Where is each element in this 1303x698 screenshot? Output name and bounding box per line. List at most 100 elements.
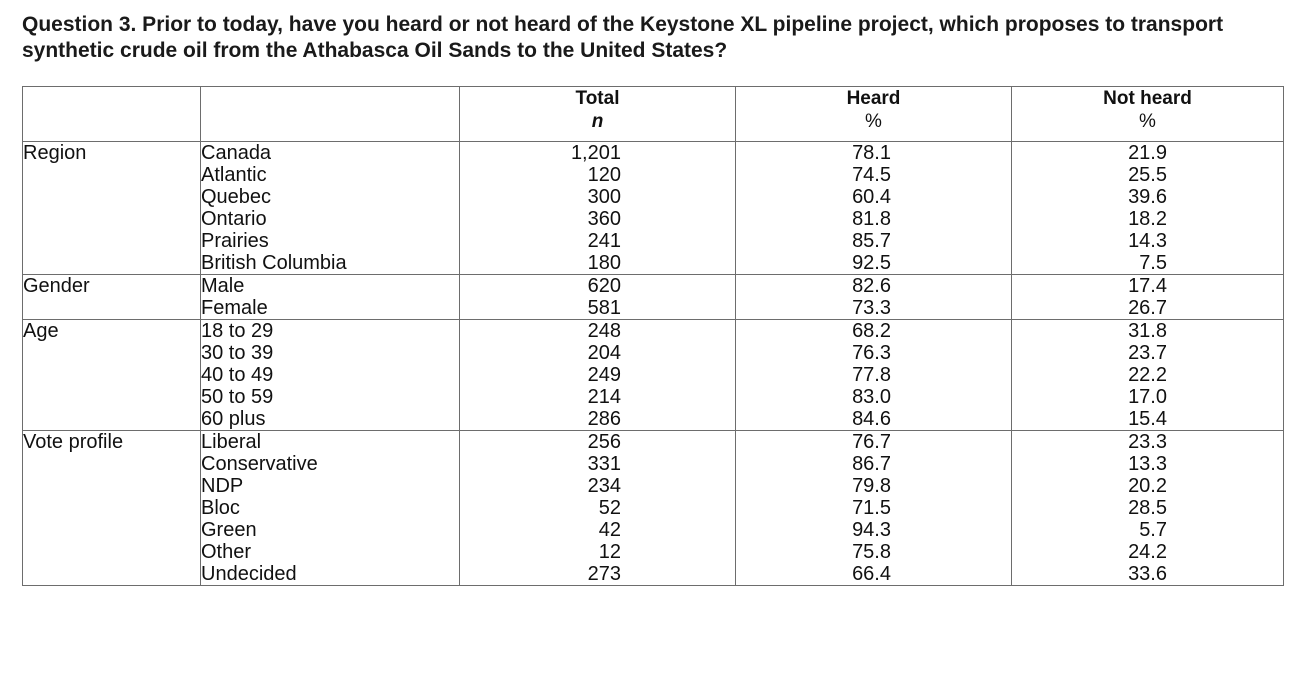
row-label: Prairies: [201, 230, 269, 252]
total-value: 241: [587, 230, 621, 252]
heard-value: 66.4: [852, 563, 891, 585]
heard-value: 92.5: [852, 252, 891, 274]
header-empty-category: [22, 86, 201, 142]
total-value-cell: 248 204 249 214 286: [459, 319, 736, 431]
not-heard-value: 5.7: [1139, 519, 1167, 541]
heard-value: 86.7: [852, 453, 891, 475]
heard-value-cell: 82.6 73.3: [735, 274, 1012, 320]
category-cell: Gender: [22, 274, 201, 320]
category-label: Gender: [23, 275, 90, 297]
header-not-heard: Not heard %: [1011, 86, 1284, 142]
not-heard-value-cell: 31.8 23.7 22.2 17.0 15.4: [1011, 319, 1284, 431]
total-value: 249: [587, 364, 621, 386]
question-title: Question 3. Prior to today, have you hea…: [22, 13, 1224, 62]
heard-value: 68.2: [852, 320, 891, 342]
total-value: 214: [587, 386, 621, 408]
heard-value: 84.6: [852, 408, 891, 430]
not-heard-value-cell: 23.3 13.3 20.2 28.5 5.7 24.2 33.6: [1011, 430, 1284, 586]
heard-value: 79.8: [852, 475, 891, 497]
heard-value: 82.6: [852, 275, 891, 297]
heard-value: 77.8: [852, 364, 891, 386]
not-heard-value: 17.4: [1128, 275, 1167, 297]
heard-value: 76.3: [852, 342, 891, 364]
total-value: 256: [587, 431, 621, 453]
heard-value: 78.1: [852, 142, 891, 164]
row-label: British Columbia: [201, 252, 347, 274]
not-heard-value: 28.5: [1128, 497, 1167, 519]
heard-value-cell: 68.2 76.3 77.8 83.0 84.6: [735, 319, 1012, 431]
table-row: Gender Male Female 620 581 82.6 73.3 17.4 26.7: [22, 274, 1284, 320]
table-body: Region Canada Atlantic Quebec Ontario Prairie…: [22, 141, 1284, 586]
not-heard-value: 7.5: [1139, 252, 1167, 274]
category-label: Region: [23, 142, 87, 164]
row-label: Undecided: [201, 563, 297, 585]
not-heard-value: 39.6: [1128, 186, 1167, 208]
not-heard-value: 23.3: [1128, 431, 1167, 453]
total-value: 234: [587, 475, 621, 497]
not-heard-value: 31.8: [1128, 320, 1167, 342]
row-label: Female: [201, 297, 268, 319]
header-heard-unit: %: [865, 111, 882, 132]
total-value: 331: [587, 453, 621, 475]
survey-results-table: Total n Heard % Not heard % Region Canada…: [22, 86, 1284, 586]
total-value: 581: [587, 297, 621, 319]
total-value: 120: [587, 164, 621, 186]
row-label-cell: Liberal Conservative NDP Bloc Green Other Unde…: [200, 430, 460, 586]
not-heard-value: 25.5: [1128, 164, 1167, 186]
table-row: Region Canada Atlantic Quebec Ontario Prairie…: [22, 141, 1284, 275]
row-label: Ontario: [201, 208, 267, 230]
row-label: Bloc: [201, 497, 240, 519]
header-total: Total n: [459, 86, 736, 142]
row-label: 30 to 39: [201, 342, 274, 364]
total-value: 286: [587, 408, 621, 430]
row-label: 40 to 49: [201, 364, 274, 386]
heard-value: 73.3: [852, 297, 891, 319]
category-cell: Region: [22, 141, 201, 275]
heard-value: 75.8: [852, 541, 891, 563]
total-value: 204: [587, 342, 621, 364]
not-heard-value-cell: 17.4 26.7: [1011, 274, 1284, 320]
not-heard-value: 21.9: [1128, 142, 1167, 164]
not-heard-value: 13.3: [1128, 453, 1167, 475]
row-label: Other: [201, 541, 252, 563]
row-label: Liberal: [201, 431, 262, 453]
heard-value: 94.3: [852, 519, 891, 541]
total-value: 52: [598, 497, 621, 519]
heard-value: 71.5: [852, 497, 891, 519]
table-row: Vote profile Liberal Conservative NDP Bloc Gr…: [22, 430, 1284, 586]
row-label-cell: 18 to 29 30 to 39 40 to 49 50 to 59 60 plus: [200, 319, 460, 431]
total-value: 300: [587, 186, 621, 208]
not-heard-value: 24.2: [1128, 541, 1167, 563]
heard-value: 74.5: [852, 164, 891, 186]
not-heard-value: 22.2: [1128, 364, 1167, 386]
header-total-unit: n: [591, 111, 604, 132]
row-label: Conservative: [201, 453, 318, 475]
heard-value-cell: 78.1 74.5 60.4 81.8 85.7 92.5: [735, 141, 1012, 275]
total-value: 248: [587, 320, 621, 342]
heard-value-cell: 76.7 86.7 79.8 71.5 94.3 75.8 66.4: [735, 430, 1012, 586]
total-value: 360: [587, 208, 621, 230]
row-label: Canada: [201, 142, 272, 164]
not-heard-value: 20.2: [1128, 475, 1167, 497]
row-label: Green: [201, 519, 257, 541]
category-label: Vote profile: [23, 431, 124, 453]
total-value-cell: 1,201 120 300 360 241 180: [459, 141, 736, 275]
total-value: 1,201: [570, 142, 621, 164]
row-label-cell: Male Female: [200, 274, 460, 320]
row-label-cell: Canada Atlantic Quebec Ontario Prairies Briti…: [200, 141, 460, 275]
category-label: Age: [23, 320, 59, 342]
total-value: 273: [587, 563, 621, 585]
total-value: 12: [598, 541, 621, 563]
category-cell: Age: [22, 319, 201, 431]
not-heard-value: 23.7: [1128, 342, 1167, 364]
total-value: 180: [587, 252, 621, 274]
header-not-heard-label: Not heard: [1103, 88, 1192, 109]
heard-value: 81.8: [852, 208, 891, 230]
header-empty-label: [200, 86, 460, 142]
row-label: NDP: [201, 475, 244, 497]
heard-value: 85.7: [852, 230, 891, 252]
not-heard-value: 15.4: [1128, 408, 1167, 430]
total-value: 620: [587, 275, 621, 297]
row-label: Quebec: [201, 186, 272, 208]
header-total-label: Total: [575, 88, 620, 109]
